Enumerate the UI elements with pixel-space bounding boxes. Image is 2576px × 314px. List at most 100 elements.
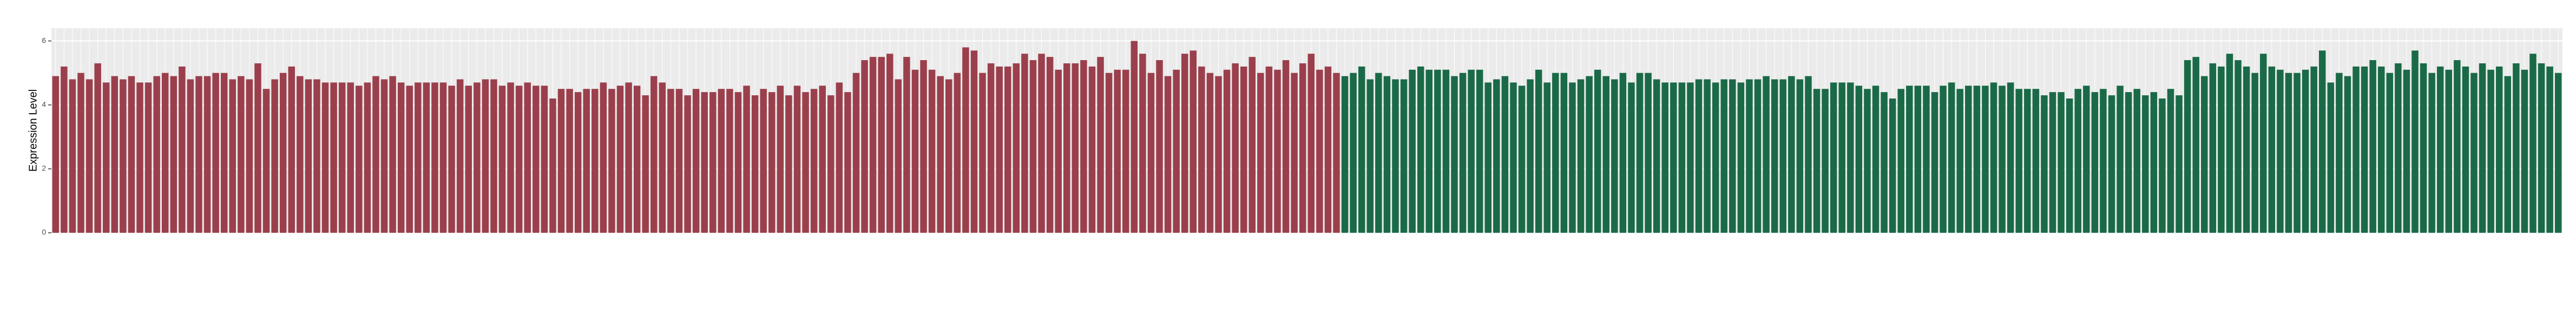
bar	[2007, 82, 2014, 233]
bar	[979, 73, 986, 233]
bar	[1704, 79, 1711, 233]
bar	[1619, 73, 1627, 233]
bar	[1847, 82, 1854, 233]
bar	[2125, 92, 2132, 233]
bar	[1173, 69, 1180, 233]
bar	[1350, 73, 1357, 233]
bar	[1914, 86, 1922, 233]
bar	[743, 86, 750, 233]
bar	[675, 89, 683, 233]
bar	[1181, 54, 1188, 233]
bar	[2268, 66, 2276, 233]
bar	[2546, 66, 2553, 233]
bar	[1223, 69, 1231, 233]
bar	[482, 79, 489, 233]
bar	[2294, 73, 2301, 233]
bar	[1670, 82, 1677, 233]
bar	[2209, 63, 2217, 233]
bar	[1097, 57, 1104, 233]
bar	[1737, 82, 1745, 233]
bar	[625, 82, 632, 233]
bar	[1434, 69, 1441, 233]
bar	[701, 92, 708, 233]
bar	[1552, 73, 1559, 233]
bar	[1131, 41, 1138, 233]
bar	[2066, 98, 2073, 233]
bar	[2159, 98, 2166, 233]
bar	[1459, 73, 1467, 233]
bar	[1543, 82, 1550, 233]
bar	[1999, 86, 2006, 233]
bar	[69, 79, 76, 233]
bar	[1982, 86, 1989, 233]
bar	[2117, 86, 2124, 233]
bar	[1156, 60, 1163, 233]
bar	[321, 82, 329, 233]
bar	[212, 73, 219, 233]
bar	[1316, 69, 1323, 233]
bar	[144, 82, 152, 233]
bar	[397, 82, 405, 233]
bar	[313, 79, 320, 233]
bar	[2184, 60, 2191, 233]
bar	[852, 73, 860, 233]
bar	[1265, 66, 1273, 233]
bar	[1088, 66, 1096, 233]
bar	[1375, 73, 1382, 233]
bar	[734, 92, 742, 233]
bar	[718, 89, 725, 233]
bar	[2133, 89, 2140, 233]
bar	[785, 95, 792, 233]
bar	[2192, 57, 2199, 233]
bar	[2487, 69, 2494, 233]
bar	[1535, 69, 1542, 233]
bar	[431, 82, 438, 233]
bar	[1021, 54, 1028, 233]
bar	[1813, 89, 1821, 233]
bar	[1569, 82, 1576, 233]
bar	[1897, 89, 1904, 233]
bar	[659, 82, 666, 233]
bar	[2352, 66, 2360, 233]
bar	[1872, 86, 1880, 233]
bar	[1586, 76, 1593, 233]
bar	[356, 86, 363, 233]
bar	[1013, 63, 1020, 233]
bar	[1004, 66, 1011, 233]
bar	[1602, 76, 1609, 233]
bar	[1417, 66, 1424, 233]
bar	[583, 89, 590, 233]
bar	[229, 79, 236, 233]
bar	[709, 92, 717, 233]
y-tick-label: 2	[42, 164, 46, 173]
bar	[1147, 73, 1155, 233]
bar	[1046, 57, 1054, 233]
bar	[2454, 60, 2461, 233]
bar	[2369, 60, 2376, 233]
bar	[2074, 89, 2081, 233]
bar	[52, 76, 60, 233]
bar	[2032, 89, 2040, 233]
bar	[1830, 82, 1837, 233]
bar	[2378, 66, 2385, 233]
bar	[2015, 89, 2022, 233]
bar	[1611, 79, 1618, 233]
bar	[238, 76, 245, 233]
bar	[608, 89, 615, 233]
y-axis-title: Expression Level	[27, 89, 39, 172]
bar	[161, 73, 169, 233]
bar	[1645, 73, 1652, 233]
bar	[2479, 63, 2486, 233]
bar	[600, 82, 607, 233]
bar	[1518, 86, 1526, 233]
bar	[1956, 89, 1963, 233]
bar	[2495, 66, 2503, 233]
bar	[111, 76, 119, 233]
bar	[153, 76, 160, 233]
bar	[861, 60, 868, 233]
bar	[1105, 73, 1113, 233]
bar	[136, 82, 143, 233]
bar	[836, 82, 843, 233]
bar	[1190, 50, 1197, 233]
bar	[2108, 95, 2115, 233]
